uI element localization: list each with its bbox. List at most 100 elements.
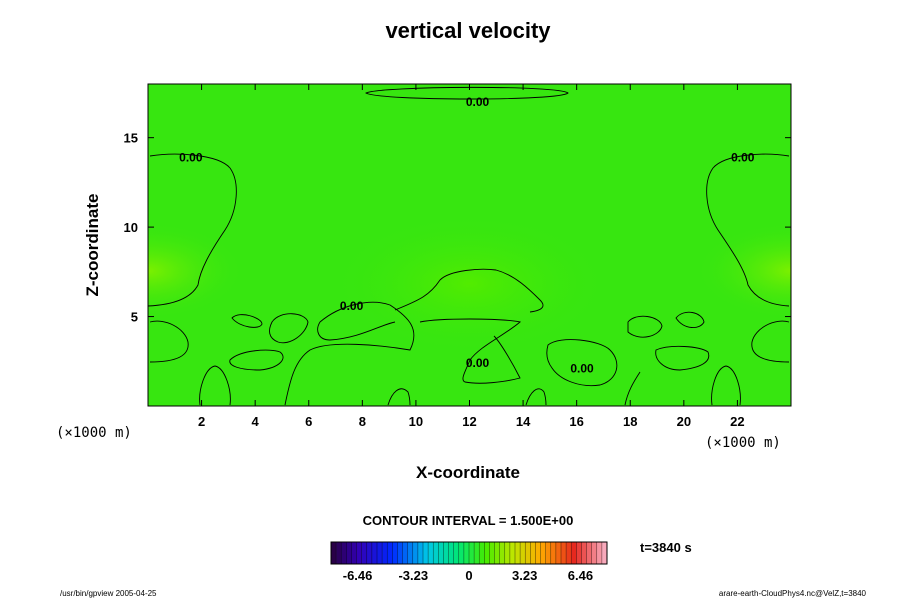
contour-center-left (284, 301, 415, 406)
x-tick-label: 10 (409, 414, 423, 429)
colorbar-swatch (366, 542, 373, 564)
x-tick-label: 4 (252, 414, 260, 429)
contour-bottom-1 (387, 388, 411, 406)
colorbar-swatch (407, 542, 413, 564)
colorbar-swatch (382, 542, 388, 564)
colorbar-swatch (331, 542, 337, 564)
colorbar-swatch (412, 542, 419, 564)
z-axis-title: Z-coordinate (83, 194, 102, 297)
y-axis: 5 10 15 (124, 131, 791, 325)
colorbar-swatch (550, 542, 557, 564)
colorbar-swatch (428, 542, 434, 564)
colorbar-swatch (417, 542, 424, 564)
contour-right-lobe-1 (627, 315, 663, 338)
plot-area: 0.00 0.00 0.00 0.00 0.00 0.00 (147, 83, 792, 407)
colorbar-swatch (504, 542, 511, 564)
chart-title: vertical velocity (385, 18, 551, 43)
colorbar-swatch (356, 542, 362, 564)
x-tick-label: 22 (730, 414, 744, 429)
colorbar-swatch (397, 542, 403, 564)
colorbar-swatch (509, 542, 516, 564)
colorbar-swatch (576, 542, 582, 564)
colorbar-swatch (469, 542, 475, 564)
x-tick-label: 6 (305, 414, 312, 429)
contour-bottom-3 (624, 371, 641, 406)
colorbar-swatch (596, 542, 603, 564)
colorbar-swatch (515, 542, 521, 564)
x-tick-label: 8 (359, 414, 366, 429)
colorbar-swatch (489, 542, 495, 564)
contour-label: 0.00 (570, 361, 594, 375)
contour-left-lobe-2 (231, 314, 263, 328)
x-tick-label: 16 (569, 414, 583, 429)
colorbar-swatch (601, 542, 608, 564)
colorbar-swatch (361, 542, 367, 564)
colorbar-swatch (561, 542, 567, 564)
contour-right-lobe-2 (675, 311, 705, 328)
contour-lines (147, 86, 790, 406)
y-tick-label: 10 (124, 220, 138, 235)
updraft-region-center (148, 84, 791, 406)
colorbar-swatch (591, 542, 597, 564)
colorbar-swatch (438, 542, 444, 564)
colorbar-tick-label: 0 (465, 568, 472, 583)
contour-interval-label: CONTOUR INTERVAL = 1.500E+00 (363, 513, 574, 528)
colorbar-tick-label: -6.46 (343, 568, 373, 583)
x-axis-title: X-coordinate (416, 463, 520, 482)
time-label: t=3840 s (640, 540, 692, 555)
x-unit-label-left: (×1000 m) (56, 425, 132, 441)
contour-label: 0.00 (731, 150, 755, 164)
contour-bottom-2 (525, 388, 547, 406)
x-tick-label: 12 (462, 414, 476, 429)
colorbar-swatch (494, 542, 500, 564)
contour-label: 0.00 (466, 95, 490, 109)
contour-right-lobe-5 (711, 365, 741, 406)
colorbar (330, 541, 608, 565)
x-tick-label: 20 (677, 414, 691, 429)
colorbar-tick-label: -3.23 (398, 568, 428, 583)
colorbar-swatch (555, 542, 562, 564)
contour-right-lobe-3 (655, 345, 710, 371)
colorbar-tick-label: 3.23 (512, 568, 537, 583)
colorbar-ticks: -6.46 -3.23 0 3.23 6.46 (343, 568, 593, 583)
colorbar-swatch (586, 542, 592, 564)
colorbar-tick-label: 6.46 (568, 568, 593, 583)
colorbar-swatch (341, 542, 347, 564)
colorbar-swatch (535, 542, 541, 564)
contour-center-cap (394, 268, 544, 313)
y-tick-label: 5 (131, 310, 138, 325)
colorbar-swatch (499, 542, 505, 564)
contour-left-lobe-1 (149, 320, 189, 363)
colorbar-swatch (443, 542, 449, 564)
contour-left-lobe-3 (269, 313, 309, 344)
contour-left-lobe-4 (229, 349, 284, 371)
colorbar-swatch (566, 542, 572, 564)
contour-left-lobe-5 (199, 365, 231, 406)
colorbar-swatch (392, 542, 398, 564)
colorbar-swatch (371, 542, 378, 564)
contour-labels: 0.00 0.00 0.00 0.00 0.00 0.00 (179, 95, 755, 376)
colorbar-swatch (346, 542, 352, 564)
contour-right-lobe-4 (751, 320, 790, 363)
colorbar-frame (330, 541, 608, 565)
colorbar-swatch (458, 542, 465, 564)
colorbar-swatch (530, 542, 536, 564)
colorbar-swatch (571, 542, 577, 564)
contour-center-core (419, 318, 521, 384)
contour-center-right (546, 339, 618, 387)
x-tick-label: 14 (516, 414, 531, 429)
colorbar-swatch (387, 542, 393, 564)
contour-left-upper (147, 153, 237, 307)
colorbar-swatch (525, 542, 531, 564)
x-axis: 2 4 6 8 10 12 14 16 18 20 22 (198, 84, 745, 429)
contour-right-upper (706, 153, 790, 307)
footer-left: /usr/bin/gpview 2005-04-25 (60, 589, 157, 598)
x-tick-label: 2 (198, 414, 205, 429)
colorbar-swatch (581, 542, 587, 564)
colorbar-swatch (520, 542, 526, 564)
contour-label: 0.00 (179, 150, 203, 164)
contour-label: 0.00 (340, 299, 364, 313)
colorbar-swatch (484, 542, 490, 564)
colorbar-swatch (479, 542, 485, 564)
